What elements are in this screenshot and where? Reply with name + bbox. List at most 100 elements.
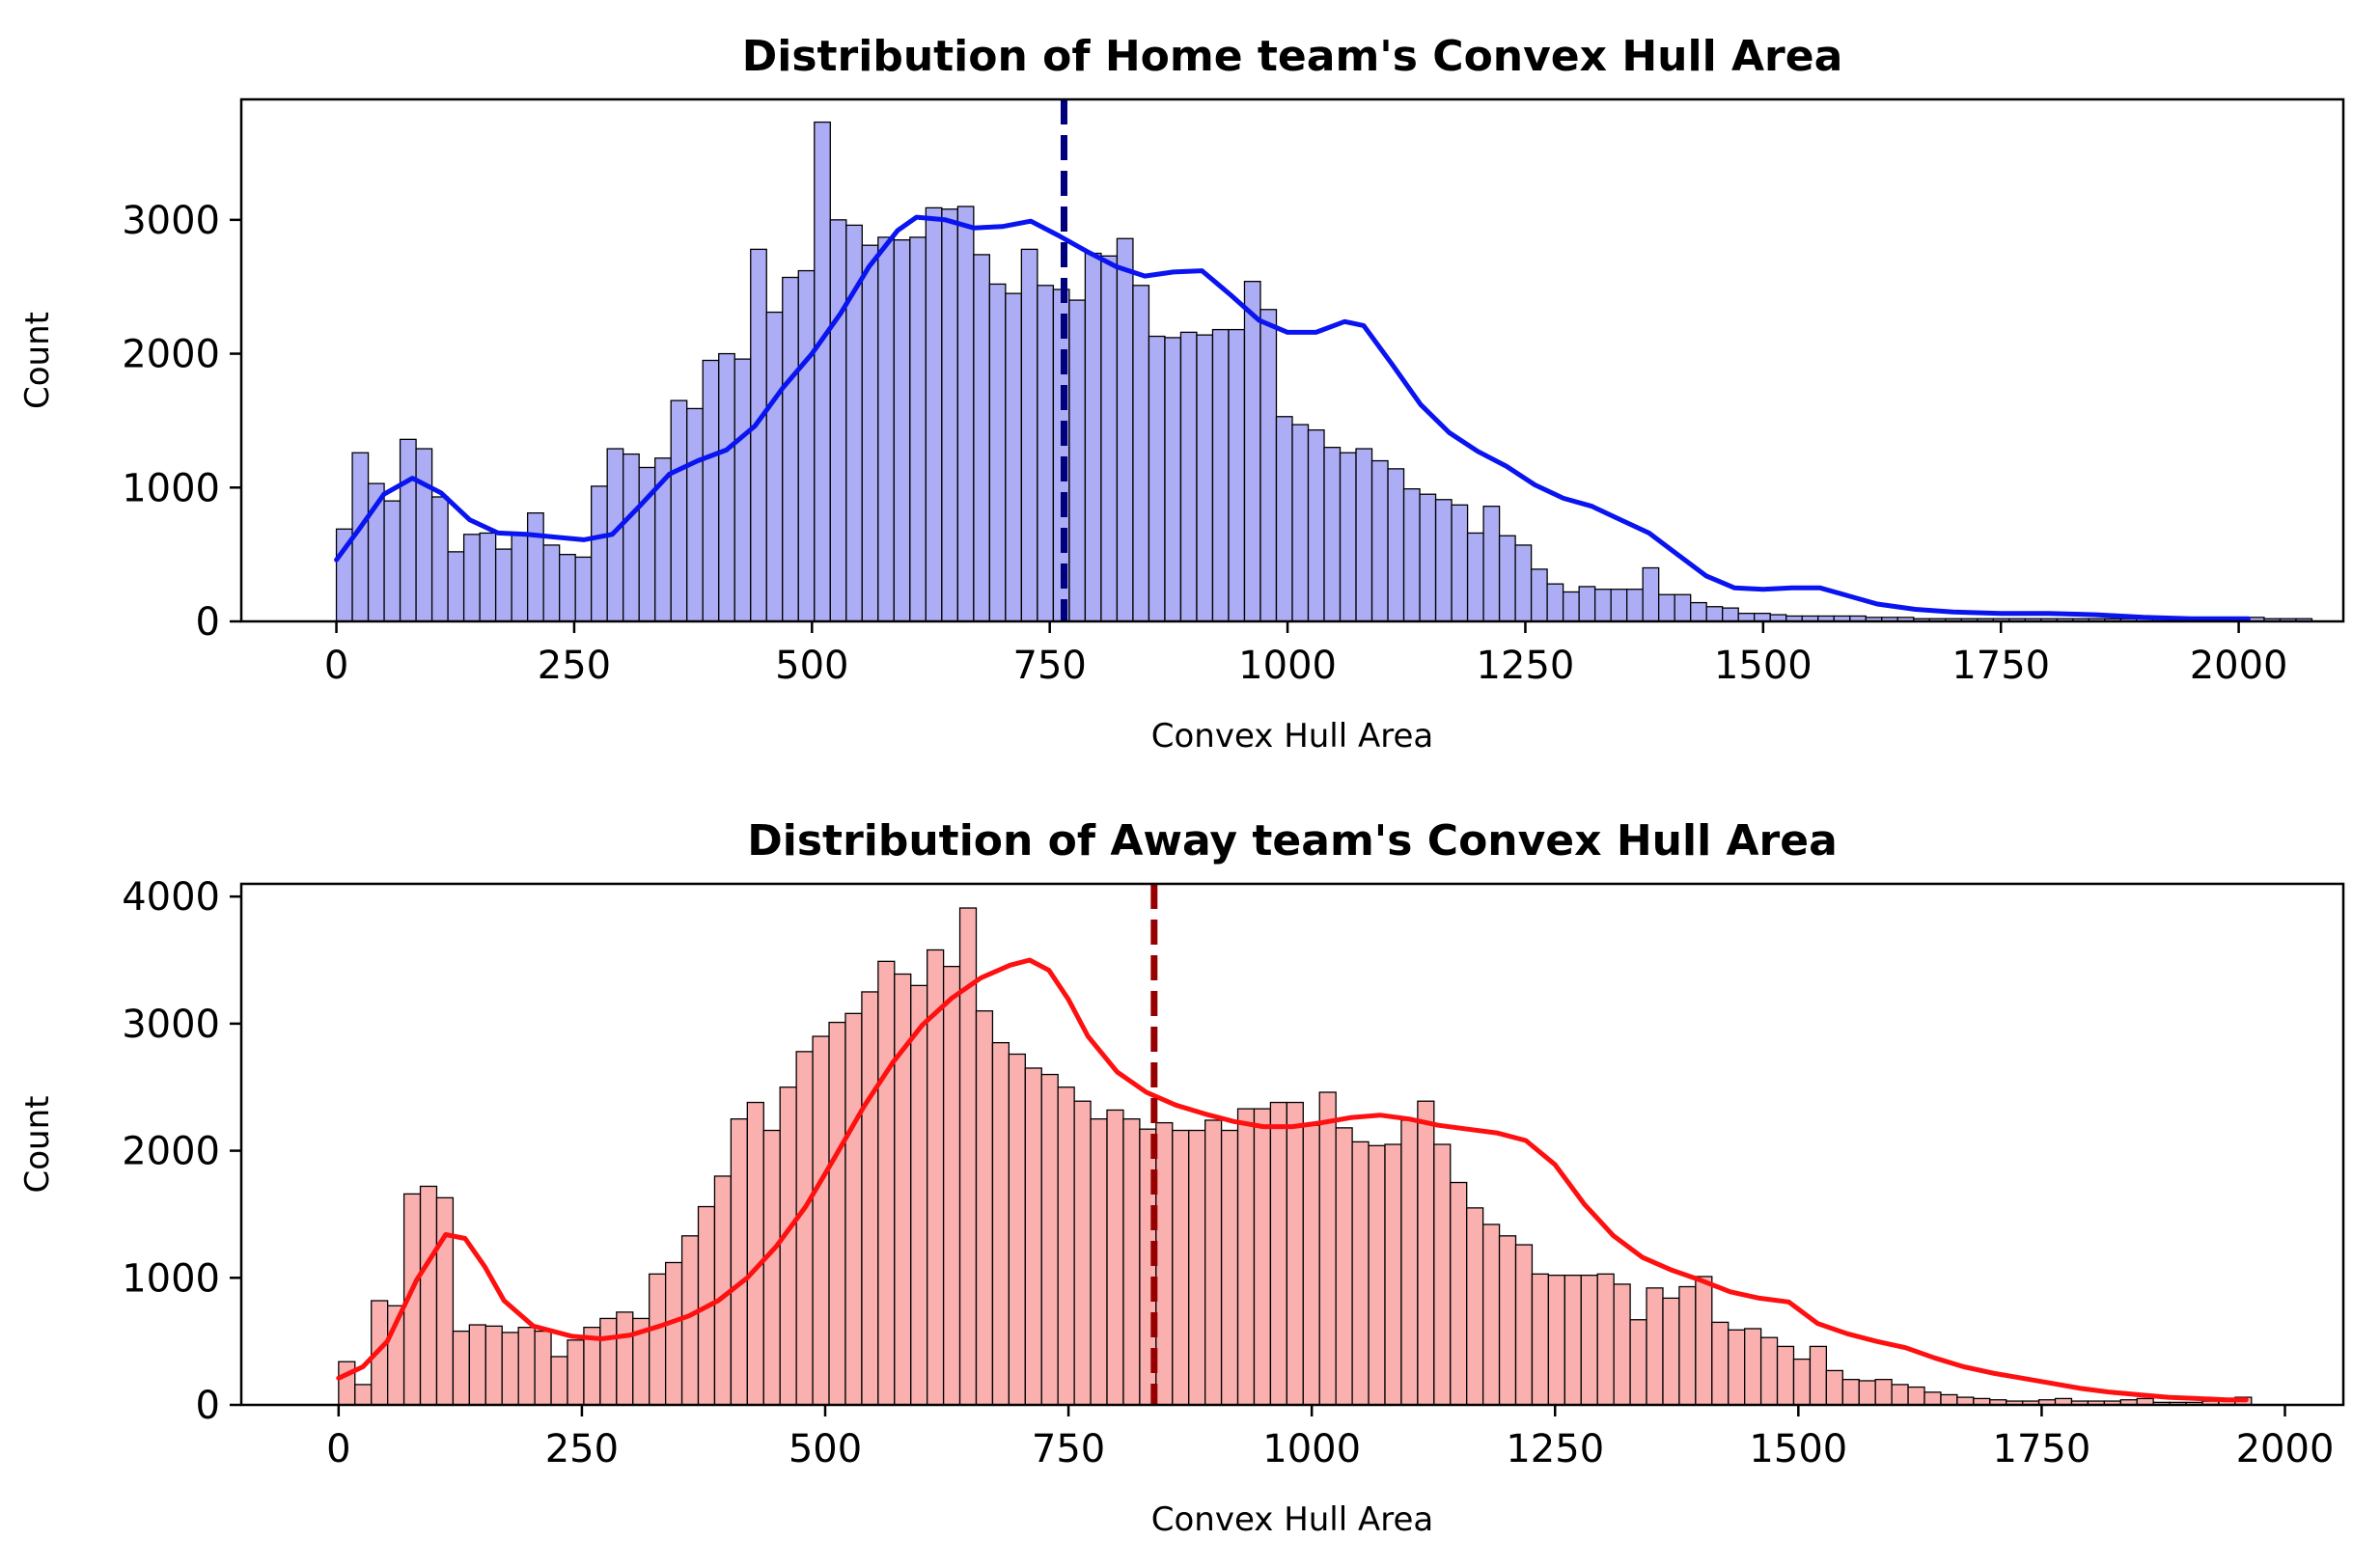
home-x-tick-label: 1000 (1238, 644, 1337, 688)
away-x-tick-label: 0 (326, 1427, 350, 1471)
home-y-tick-label: 1000 (122, 466, 220, 510)
home-x-tick-label: 1750 (1951, 644, 2050, 688)
away-histogram-bar (1236, 1108, 1256, 1406)
home-histogram-bar (526, 511, 544, 622)
home-histogram-bar (591, 485, 608, 622)
away-x-tick-label: 2000 (2236, 1427, 2335, 1471)
home-histogram-bar (1037, 285, 1055, 622)
away-y-tick-label: 4000 (122, 875, 220, 920)
home-histogram-bar (1482, 506, 1501, 622)
away-histogram-bar (1662, 1297, 1680, 1406)
home-histogram-bar (1100, 255, 1119, 622)
home-histogram-bar (733, 358, 752, 622)
home-histogram-bar (1402, 488, 1421, 622)
away-x-tick-label: 1000 (1262, 1427, 1361, 1471)
away-histogram-bar (1253, 1108, 1272, 1406)
away-kde-curve-group (336, 957, 2249, 1403)
home-histogram-bar (623, 453, 640, 622)
away-histogram-bar (991, 1041, 1010, 1406)
home-histogram-bar (447, 551, 465, 622)
home-histogram-bar (399, 438, 417, 622)
home-histogram-bar (1705, 606, 1724, 622)
home-histogram-bar (1243, 281, 1261, 622)
home-histogram-bar (814, 121, 831, 622)
away-histogram-bar (534, 1330, 552, 1406)
home-x-tick-label: 1500 (1714, 644, 1813, 688)
away-histogram-bar (1825, 1369, 1843, 1406)
away-histogram-bar (1498, 1235, 1517, 1406)
home-histogram-bar (1451, 504, 1469, 622)
away-histogram-bars (338, 907, 2253, 1406)
away-histogram-bar (1368, 1144, 1386, 1406)
home-histogram-bar (1307, 428, 1325, 622)
away-histogram-bar (1318, 1091, 1337, 1406)
away-histogram-bar (1384, 1143, 1402, 1406)
away-x-tick-label: 1500 (1749, 1427, 1847, 1471)
away-histogram-bar (468, 1324, 486, 1406)
away-histogram-bar (1547, 1275, 1565, 1406)
home-x-tick-label: 750 (1013, 644, 1087, 688)
home-histogram-bar (559, 553, 576, 622)
home-histogram-bar (1339, 452, 1357, 622)
away-histogram-bar (1744, 1328, 1762, 1406)
away-histogram-bar (1874, 1379, 1893, 1406)
home-histogram-bar (1658, 593, 1675, 622)
home-histogram-bar (829, 219, 847, 622)
home-axes: 0 250 500 750 1000 1250 1500 1750 2000 0 1000 2000 3… (122, 97, 2345, 688)
home-histogram-bar (702, 359, 720, 622)
home-histogram-bar (797, 269, 816, 622)
home-chart-title: Distribution of Home team's Convex Hull … (742, 32, 1843, 81)
away-histogram-bar (1172, 1129, 1190, 1406)
away-histogram-bar (550, 1356, 568, 1406)
home-y-tick-label: 2000 (122, 333, 220, 377)
home-histogram-bar (861, 244, 879, 622)
away-axes: 0 250 500 750 1000 1250 1500 1750 2000 0 1000 2000 3… (122, 875, 2345, 1471)
away-histogram-bar (1466, 1207, 1484, 1406)
home-histogram-bar (1546, 583, 1564, 622)
home-histogram-bar (574, 556, 593, 622)
away-histogram-bar (1155, 1121, 1174, 1406)
home-histogram-bar (1562, 591, 1580, 622)
away-kde-curve (336, 957, 2249, 1403)
away-x-tick-label: 1250 (1506, 1427, 1604, 1471)
away-histogram-bar (1220, 1129, 1239, 1406)
away-histogram-bar (812, 1035, 830, 1406)
away-histogram-bar (1286, 1101, 1304, 1406)
away-histogram-bar (1809, 1345, 1828, 1406)
home-histogram-bar (1498, 535, 1516, 622)
home-x-tick-label: 2000 (2190, 644, 2288, 688)
away-histogram-bar (419, 1185, 438, 1406)
home-histogram-bar (1674, 593, 1692, 622)
home-histogram-bar (1179, 331, 1198, 622)
away-histogram-bar (975, 1010, 994, 1406)
away-histogram-bar (452, 1330, 471, 1406)
away-histogram-panel: Distribution of Away team's Convex Hull … (18, 816, 2345, 1539)
home-x-tick-label: 1250 (1477, 644, 1575, 688)
away-histogram-bar (484, 1325, 503, 1406)
home-histogram-bar (765, 311, 784, 622)
home-histogram-bar (1291, 424, 1310, 622)
home-histogram-bar (1164, 337, 1182, 622)
away-histogram-bar (1629, 1319, 1647, 1406)
away-histogram-bar (1433, 1143, 1452, 1406)
away-histogram-bar (1613, 1283, 1631, 1406)
home-y-tick-label: 0 (196, 600, 220, 645)
away-y-tick-label: 3000 (122, 1003, 220, 1047)
away-histogram-bar (1417, 1100, 1435, 1406)
home-histogram-bar (1626, 589, 1644, 622)
home-histogram-bar (1148, 335, 1166, 622)
home-histogram-bar (1211, 328, 1230, 622)
home-histogram-bar (1068, 299, 1087, 622)
away-histogram-bar (1269, 1101, 1288, 1406)
away-histogram-bar (1122, 1118, 1141, 1406)
home-x-tick-label: 250 (538, 644, 611, 688)
away-x-tick-label: 500 (789, 1427, 862, 1471)
home-histogram-bar (511, 534, 529, 622)
home-histogram-bar (1084, 252, 1102, 622)
home-histogram-bar (1020, 248, 1038, 622)
away-histogram-bar (1580, 1275, 1598, 1406)
home-histogram-bar (988, 283, 1007, 622)
home-histogram-bar (1690, 601, 1707, 622)
away-histogram-bar (1759, 1336, 1779, 1406)
